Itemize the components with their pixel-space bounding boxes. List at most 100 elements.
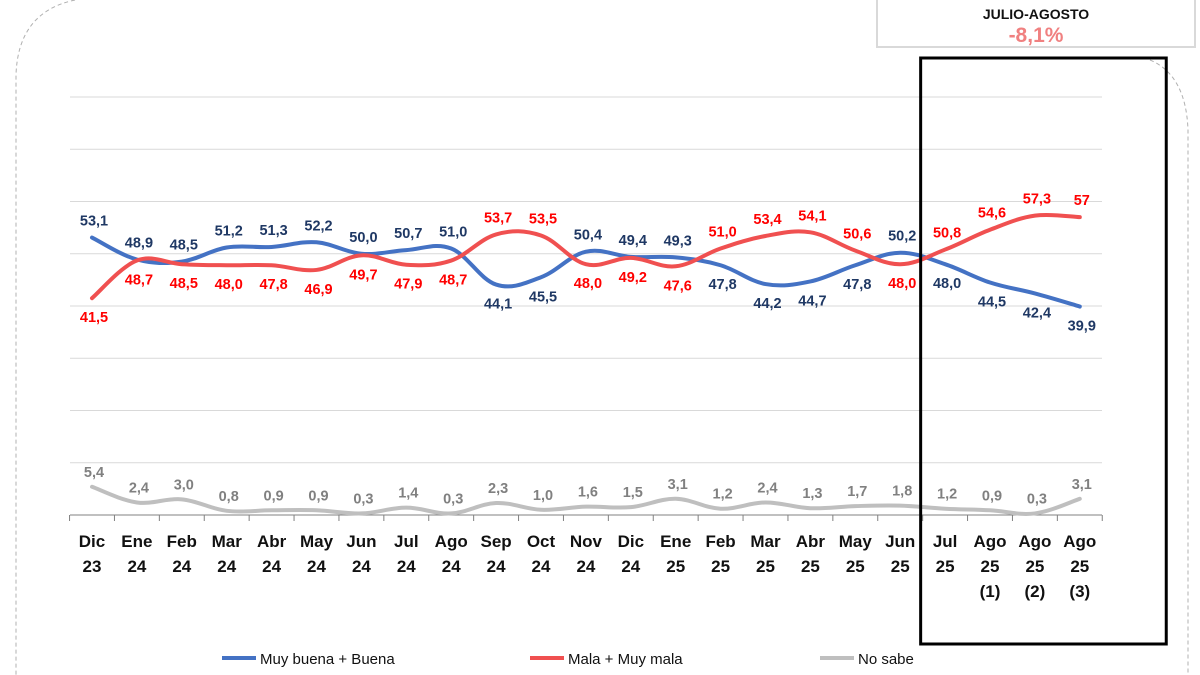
data-label-blue: 49,3 [664,233,692,249]
x-tick-label: Dic [79,532,105,551]
x-tick-label: 24 [576,557,595,576]
callout-value: -8,1% [1008,24,1064,47]
data-label-red: 48,7 [125,273,153,289]
data-label-gray: 1,2 [937,487,957,503]
data-label-gray: 1,6 [578,485,598,501]
data-label-red: 50,8 [933,226,961,242]
data-labels: 53,1 41,5 5,4 48,9 48,7 2,4 48,5 48,5 3,0 51,2 48,… [80,192,1096,508]
data-label-blue: 50,0 [349,230,377,246]
x-tick-label: 25 [1070,557,1089,576]
data-label-blue: 45,5 [529,289,557,305]
data-label-gray: 0,8 [219,489,239,505]
data-label-gray: 5,4 [84,465,104,481]
x-tick-label: May [300,532,334,551]
data-label-gray: 0,9 [982,488,1002,504]
x-tick-label: Abr [257,532,287,551]
data-label-gray: 1,0 [533,488,553,504]
data-label-blue: 42,4 [1023,305,1051,321]
data-label-blue: 52,2 [304,218,332,234]
x-tick-label: Dic [618,532,644,551]
x-tick-label: (2) [1025,582,1046,601]
legend-label: Muy buena + Buena [260,651,395,668]
series-line-0 [90,235,1082,309]
x-tick-label: 25 [666,557,685,576]
x-tick-label: 25 [891,557,910,576]
data-label-gray: 1,4 [398,486,418,502]
data-label-blue: 51,3 [259,223,287,239]
data-label-red: 48,0 [888,276,916,292]
data-label-gray: 1,2 [713,487,733,503]
data-label-blue: 44,2 [753,296,781,312]
data-label-blue: 51,0 [439,225,467,241]
data-label-gray: 2,4 [757,480,777,496]
data-label-gray: 0,3 [443,491,463,507]
x-tick-label: 25 [936,557,955,576]
x-tick-label: 25 [711,557,730,576]
data-label-blue: 50,2 [888,229,916,245]
series-lines [90,212,1082,516]
x-tick-label: 24 [262,557,281,576]
x-tick-label: Mar [212,532,243,551]
x-tick-label: Ene [121,532,152,551]
data-label-blue: 48,5 [170,238,198,254]
data-label-blue: 44,7 [798,293,826,309]
data-label-red: 48,0 [574,276,602,292]
data-label-red: 49,2 [619,270,647,286]
data-label-gray: 3,1 [1072,477,1092,493]
legend-label: No sabe [858,651,914,668]
x-tick-label: 25 [846,557,865,576]
x-tick-label: 25 [1025,557,1044,576]
x-tick-label: Ago [973,532,1006,551]
callout-box: JULIO-AGOSTO -8,1% [876,0,1196,48]
data-label-red: 48,7 [439,273,467,289]
data-label-red: 54,1 [798,208,826,224]
x-tick-label: Mar [750,532,781,551]
data-label-red: 47,6 [664,278,692,294]
data-label-gray: 0,3 [1027,491,1047,507]
legend: Muy buena + Buena Mala + Muy mala No sabe [222,651,914,668]
x-tick-label: 24 [621,557,640,576]
data-label-blue: 53,1 [80,214,108,230]
data-label-red: 53,7 [484,210,512,226]
x-tick-label: 24 [172,557,191,576]
x-tick-label: Abr [796,532,826,551]
data-label-gray: 2,3 [488,481,508,497]
data-label-blue: 44,1 [484,297,512,313]
x-tick-label: 24 [532,557,551,576]
series-line-2 [90,484,1082,516]
x-tick-label: Feb [705,532,735,551]
data-label-blue: 44,5 [978,294,1006,310]
x-tick-label: Jul [394,532,419,551]
data-label-blue: 39,9 [1068,319,1096,335]
data-label-red: 57,3 [1023,192,1051,208]
data-label-gray: 1,8 [892,484,912,500]
legend-label: Mala + Muy mala [568,651,683,668]
data-label-red: 49,7 [349,267,377,283]
x-tick-label: 24 [397,557,416,576]
chart-gridlines [70,96,1102,464]
x-tick-label: 25 [981,557,1000,576]
data-label-blue: 50,7 [394,226,422,242]
x-tick-label: 24 [487,557,506,576]
x-tick-label: 25 [801,557,820,576]
x-tick-label: 24 [217,557,236,576]
data-label-red: 53,4 [753,212,781,228]
data-label-blue: 50,4 [574,228,602,244]
x-tick-label: Jul [933,532,958,551]
callout-title: JULIO-AGOSTO [982,6,1090,22]
x-tick-label: Ago [1018,532,1051,551]
data-label-red: 47,9 [394,277,422,293]
data-label-gray: 1,3 [802,486,822,502]
data-label-gray: 1,5 [623,485,643,501]
x-tick-label: 24 [307,557,326,576]
x-tick-label: (3) [1069,582,1090,601]
x-tick-label: 25 [756,557,775,576]
x-tick-label: Ene [660,532,691,551]
data-label-blue: 49,4 [619,233,647,249]
data-label-gray: 3,1 [668,477,688,493]
data-label-gray: 3,0 [174,477,194,493]
data-label-blue: 47,8 [708,277,736,293]
x-tick-label: Nov [570,532,603,551]
